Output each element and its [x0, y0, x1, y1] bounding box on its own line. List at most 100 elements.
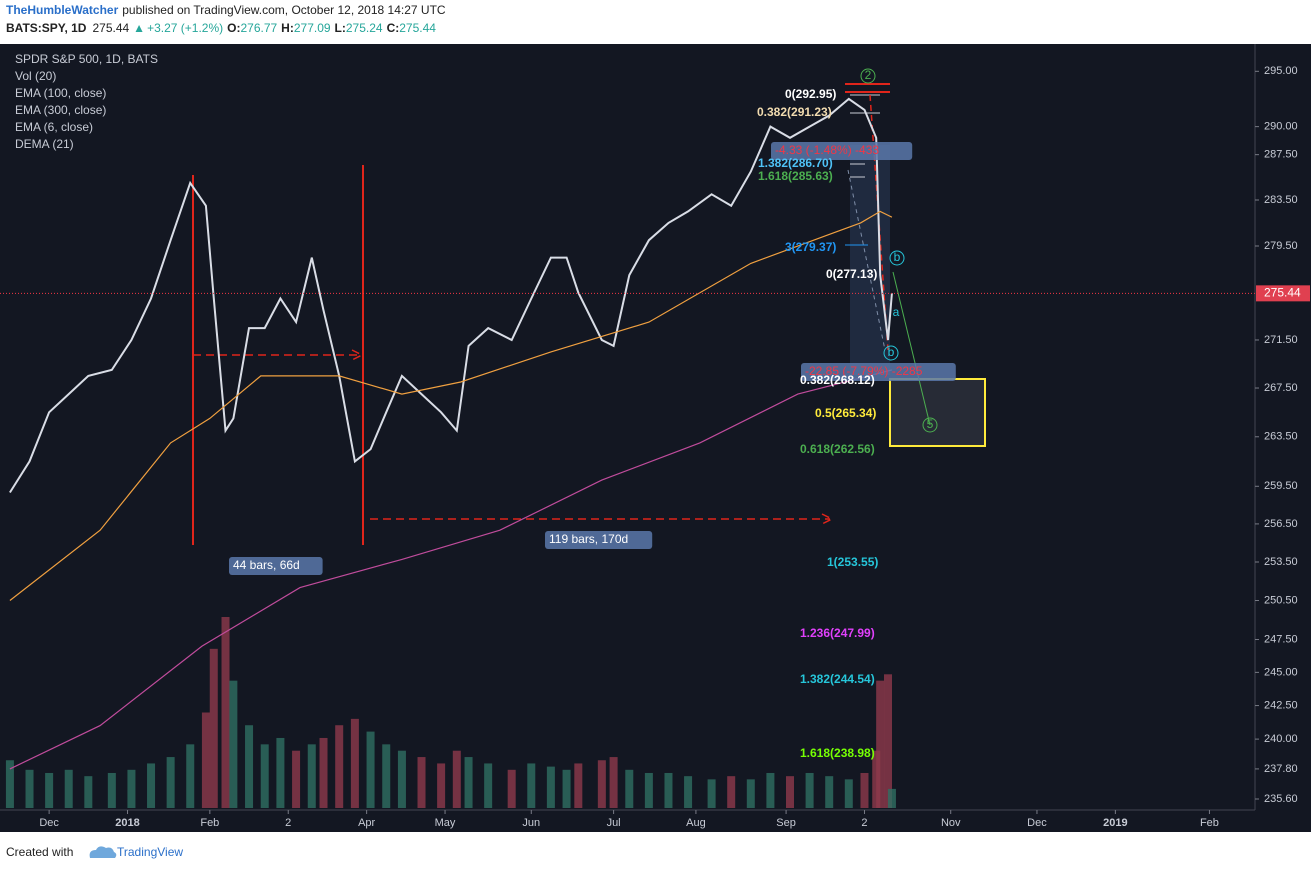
footer: Created with TradingView: [0, 832, 1311, 870]
volume-bar: [292, 750, 301, 808]
symbol: BATS:SPY, 1D: [6, 21, 87, 35]
legend-entry: EMA (300, close): [15, 103, 106, 117]
label-box: [801, 363, 956, 381]
volume-bar: [825, 776, 834, 808]
target-box: [889, 378, 986, 447]
volume-bar: [844, 779, 853, 808]
volume-bar: [397, 750, 406, 808]
y-tick-label: 279.50: [1264, 240, 1298, 252]
x-tick-label: Feb: [1200, 817, 1219, 829]
volume-bar: [664, 772, 673, 808]
volume-bar: [147, 763, 156, 808]
y-tick-label: 235.60: [1264, 793, 1298, 805]
arrow: ▲: [133, 21, 145, 35]
fib-line: [845, 83, 890, 93]
annotation: 1.618(285.63): [758, 169, 833, 183]
y-tick-label: 290.00: [1264, 121, 1298, 133]
volume-bar: [186, 744, 195, 808]
footer-text: Created with: [6, 845, 73, 859]
volume-bar: [276, 737, 285, 808]
ohlc-label: L:: [335, 21, 346, 35]
volume-bar: [201, 712, 210, 808]
volume-bar: [887, 788, 896, 808]
volume-bar: [562, 769, 571, 808]
volume-bar: [229, 680, 238, 808]
wave-label: b: [888, 345, 895, 359]
volume-bar: [245, 725, 254, 808]
ohlc-label: H:: [281, 21, 294, 35]
legend-entry: DEMA (21): [15, 137, 74, 151]
x-tick-label: 2: [285, 817, 291, 829]
volume-bar: [45, 772, 54, 808]
y-tick-label: 283.50: [1264, 194, 1298, 206]
y-tick-label: 295.00: [1264, 65, 1298, 77]
x-tick-label: Nov: [941, 817, 961, 829]
y-tick-label: 263.50: [1264, 431, 1298, 443]
volume-bar: [786, 776, 794, 808]
logo: [89, 846, 117, 858]
x-tick-label: Feb: [200, 817, 219, 829]
series-line: [9, 210, 893, 601]
measure-area: [850, 145, 890, 375]
label-box: [771, 142, 913, 160]
annotation: 44 bars, 66d: [233, 558, 300, 572]
y-tick-label: 240.00: [1264, 733, 1298, 745]
change: +3.27 (+1.2%): [147, 21, 223, 35]
volume-bar: [437, 763, 446, 808]
y-tick-label: 250.50: [1264, 594, 1298, 606]
x-tick-label: Dec: [1027, 817, 1047, 829]
volume-bar: [25, 769, 34, 808]
wave-circle: [860, 68, 876, 84]
wave-label: b: [894, 250, 901, 264]
volume-bar: [464, 757, 473, 808]
volume-bar: [884, 674, 892, 808]
wave-label: 5: [927, 417, 934, 431]
footer-brand[interactable]: TradingView: [117, 845, 183, 859]
annotation: 1.382(286.70): [758, 156, 833, 170]
volume-bar: [574, 763, 583, 808]
legend-entry: Vol (20): [15, 69, 56, 83]
ohlc-value: 276.77: [240, 21, 277, 35]
annotation: 119 bars, 170d: [549, 532, 628, 546]
annotation: 3(279.37): [785, 240, 836, 254]
header-line: TheHumbleWatcher published on TradingView…: [6, 3, 446, 17]
x-tick-label: May: [435, 817, 456, 829]
volume-bar: [484, 763, 493, 808]
wave-label: a: [893, 305, 900, 319]
y-tick-label: 267.50: [1264, 382, 1298, 394]
ohlc-label: C:: [387, 21, 400, 35]
chart-title: SPDR S&P 500, 1D, BATS: [15, 52, 158, 66]
volume-bar: [84, 776, 93, 808]
wave-circle: [922, 417, 938, 433]
volume-bar: [644, 772, 653, 808]
volume-bar: [707, 779, 716, 808]
volume-bar: [597, 760, 606, 808]
y-tick-label: 242.50: [1264, 699, 1298, 711]
volume-bar: [860, 772, 869, 808]
volume-bar: [805, 772, 814, 808]
volume-bar: [307, 744, 316, 808]
legend-entry: EMA (6, close): [15, 120, 93, 134]
y-tick-label: 287.50: [1264, 149, 1298, 161]
annotation: -22.85 (-7.79%) -2285: [805, 364, 923, 378]
last-price-box: [1256, 285, 1310, 302]
volume-bar: [260, 744, 269, 808]
volume-bar: [107, 772, 116, 808]
volume-bar: [546, 766, 555, 808]
y-tick-label: 259.50: [1264, 480, 1298, 492]
series-line: [9, 97, 893, 494]
wave-line: [847, 169, 886, 351]
annotation: 0(277.13): [826, 267, 877, 281]
volume-bar: [366, 731, 375, 808]
volume-bar: [319, 737, 328, 808]
label-box: [545, 531, 653, 549]
drawings: [192, 83, 986, 545]
annotation: 0.618(262.56): [800, 442, 875, 456]
volume-bar: [64, 769, 73, 808]
volume-bar: [5, 760, 14, 808]
plot: [5, 97, 896, 808]
volume-bar: [507, 769, 516, 808]
author[interactable]: TheHumbleWatcher: [6, 3, 119, 17]
ohlc-value: 275.44: [399, 21, 436, 35]
